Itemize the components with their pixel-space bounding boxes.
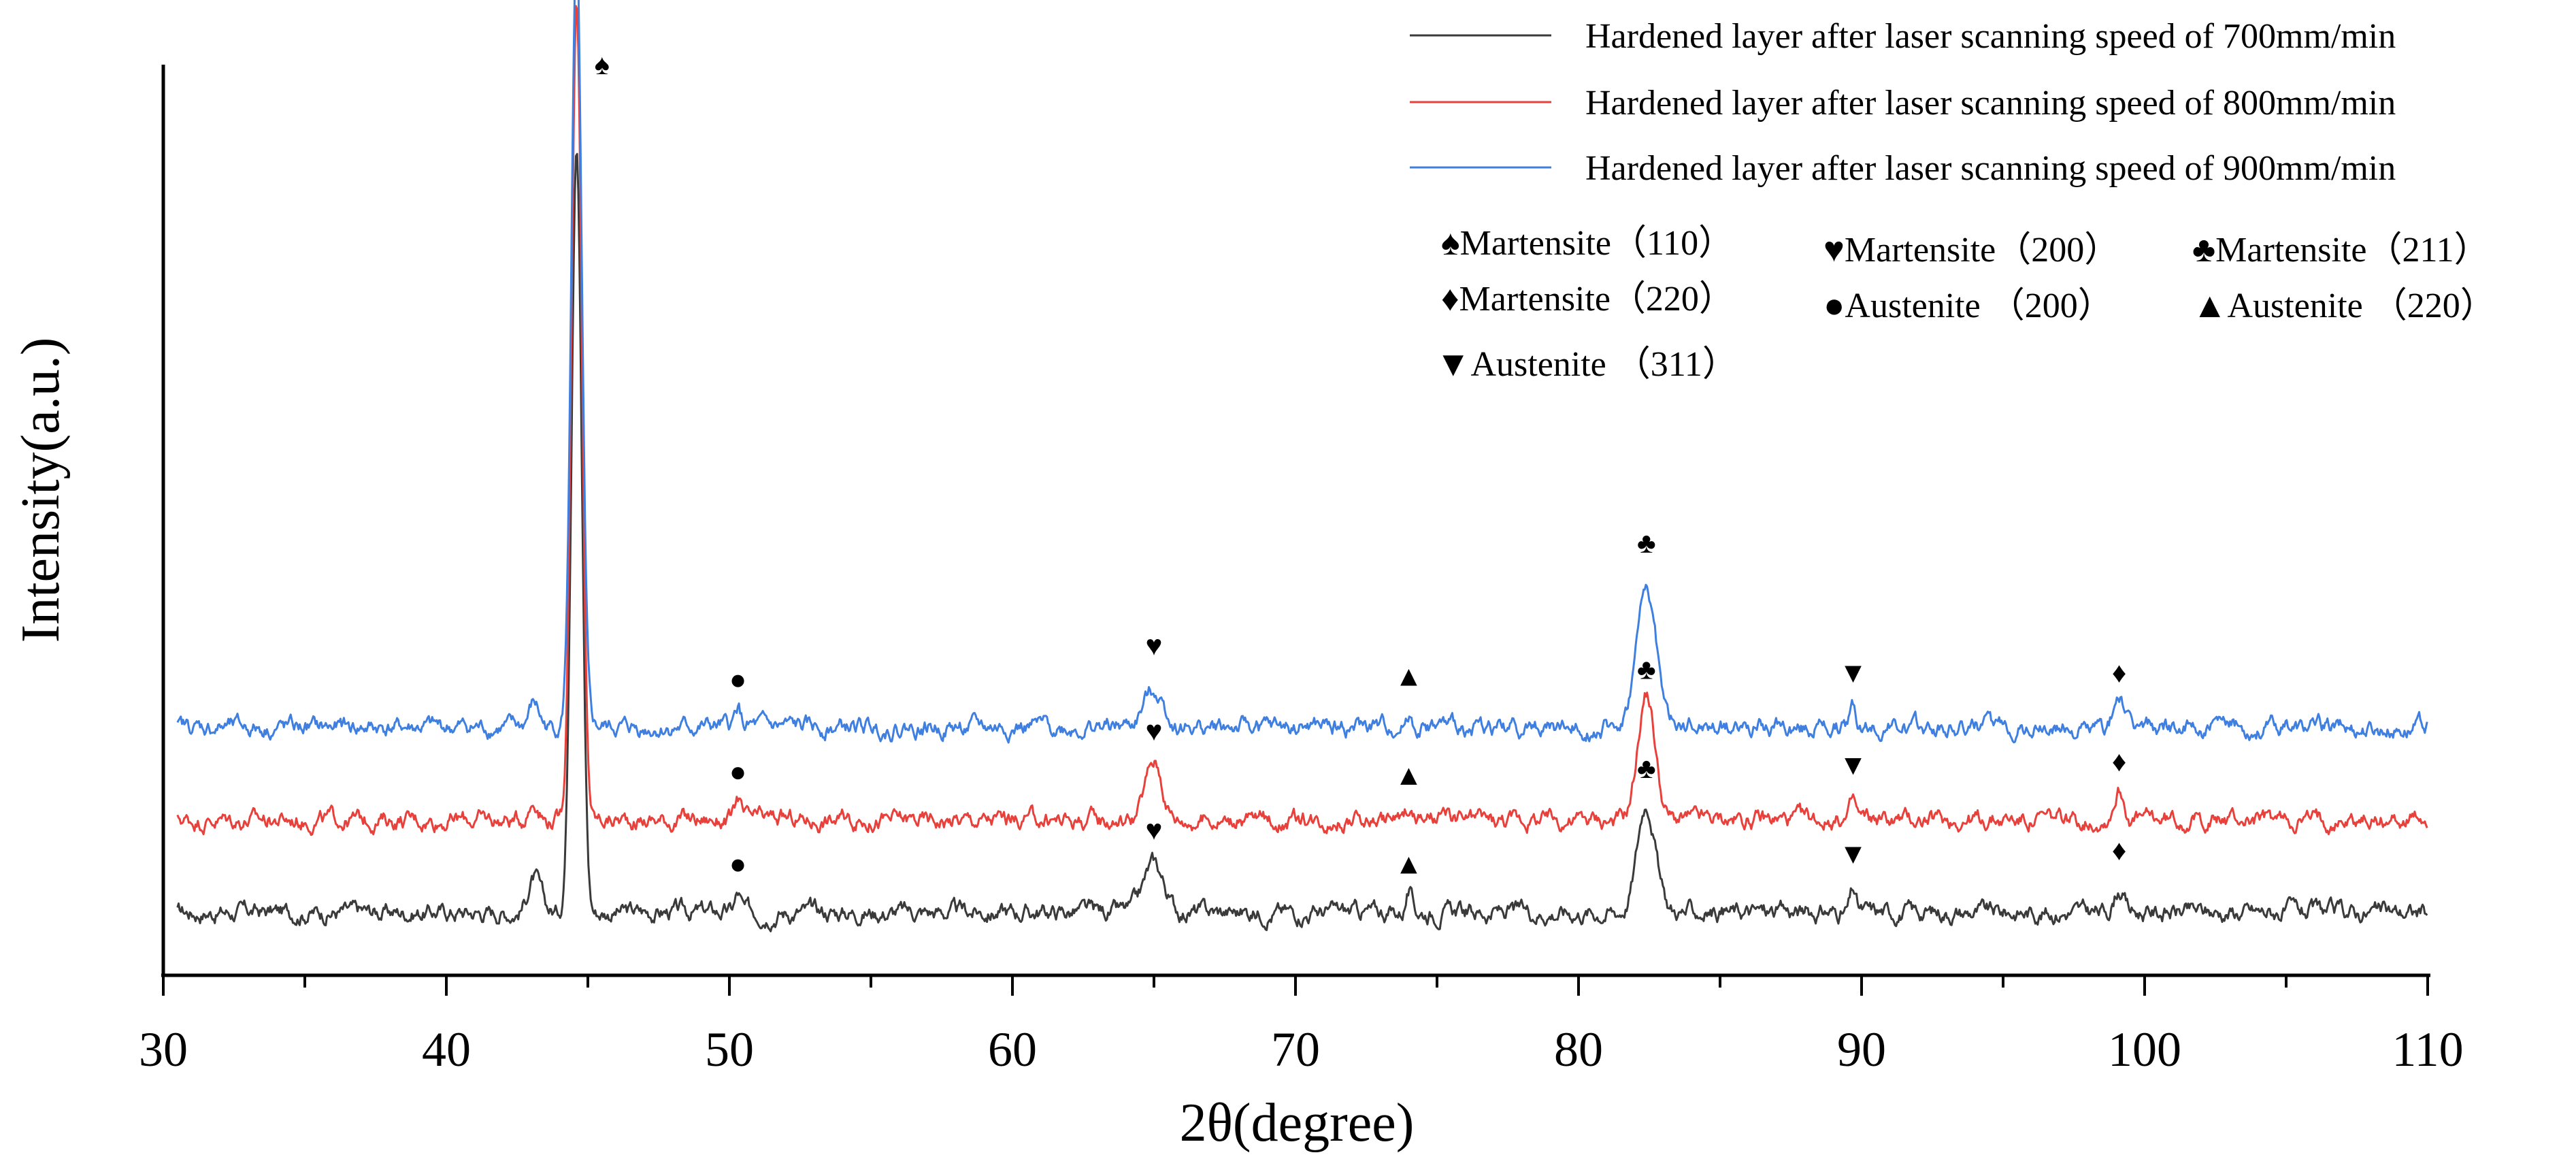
peak-marker: ● xyxy=(729,757,746,788)
phase-key-entry: ▼Austenite （311） xyxy=(1436,345,1738,384)
peak-marker: ♣ xyxy=(1637,528,1656,559)
peak-marker: ● xyxy=(729,849,746,881)
legend: Hardened layer after laser scanning spee… xyxy=(1410,17,2396,188)
peak-marker: ▼ xyxy=(1839,750,1868,781)
x-tick-label: 110 xyxy=(2392,1022,2463,1077)
phase-key-entry: ▲Austenite （220） xyxy=(2192,287,2496,325)
y-axis-title: Intensity(a.u.) xyxy=(11,338,71,643)
peak-marker: ♣ xyxy=(1637,655,1656,686)
phase-key-entry: ♥Martensite（200） xyxy=(1823,231,2119,270)
peak-marker: ▼ xyxy=(1839,839,1868,870)
peak-marker: ♦ xyxy=(2112,747,2126,778)
x-tick-label: 100 xyxy=(2108,1022,2181,1077)
phase-key-entry: ●Austenite （200） xyxy=(1823,287,2113,325)
x-tick-label: 90 xyxy=(1837,1022,1886,1077)
series-layer xyxy=(176,0,2428,932)
x-tick-label: 70 xyxy=(1271,1022,1320,1077)
phase-key-entry: ♠Martensite（110） xyxy=(1441,224,1734,263)
peak-marker: ▲ xyxy=(1395,849,1423,881)
series-line-3 xyxy=(176,0,2428,744)
x-tick-label: 30 xyxy=(139,1022,188,1077)
series-line-1 xyxy=(176,152,2428,932)
x-tick-label: 60 xyxy=(988,1022,1037,1077)
phase-key-entry: ♣Martensite（211） xyxy=(2192,231,2490,270)
x-tick-label: 50 xyxy=(705,1022,754,1077)
peak-marker: ▲ xyxy=(1395,662,1423,693)
peak-marker: ♠ xyxy=(589,0,604,6)
phase-key: ♠Martensite（110） ♥Martensite（200） ♣Martens… xyxy=(1436,224,2496,384)
x-axis-title: 2θ(degree) xyxy=(1180,1093,1415,1153)
x-ticks: 30 40 50 60 70 80 90 100 110 xyxy=(139,975,2464,1077)
peak-marker: ▼ xyxy=(1839,658,1868,689)
phase-key-entry: ♦Martensite（220） xyxy=(1441,280,1734,319)
peak-marker: ♠ xyxy=(595,50,610,81)
peak-marker: ♣ xyxy=(1637,753,1656,785)
legend-label-3: Hardened layer after laser scanning spee… xyxy=(1585,149,2396,188)
series-line-2 xyxy=(176,5,2428,836)
peak-marker: ♦ xyxy=(2112,836,2126,867)
peak-marker-layer: ♠♠♠●●●♥♥♥▲▲▲♣♣♣▼▼▼♦♦♦ xyxy=(589,0,2126,881)
peak-marker: ♥ xyxy=(1146,630,1163,662)
peak-marker: ♥ xyxy=(1146,815,1163,847)
peak-marker: ▲ xyxy=(1395,760,1423,792)
peak-marker: ● xyxy=(729,665,746,696)
peak-marker: ♦ xyxy=(2112,658,2126,689)
axes xyxy=(161,65,2430,977)
legend-label-2: Hardened layer after laser scanning spee… xyxy=(1585,84,2396,123)
peak-marker: ♥ xyxy=(1146,716,1163,747)
x-tick-label: 80 xyxy=(1554,1022,1603,1077)
x-tick-label: 40 xyxy=(422,1022,471,1077)
legend-label-1: Hardened layer after laser scanning spee… xyxy=(1585,17,2396,56)
